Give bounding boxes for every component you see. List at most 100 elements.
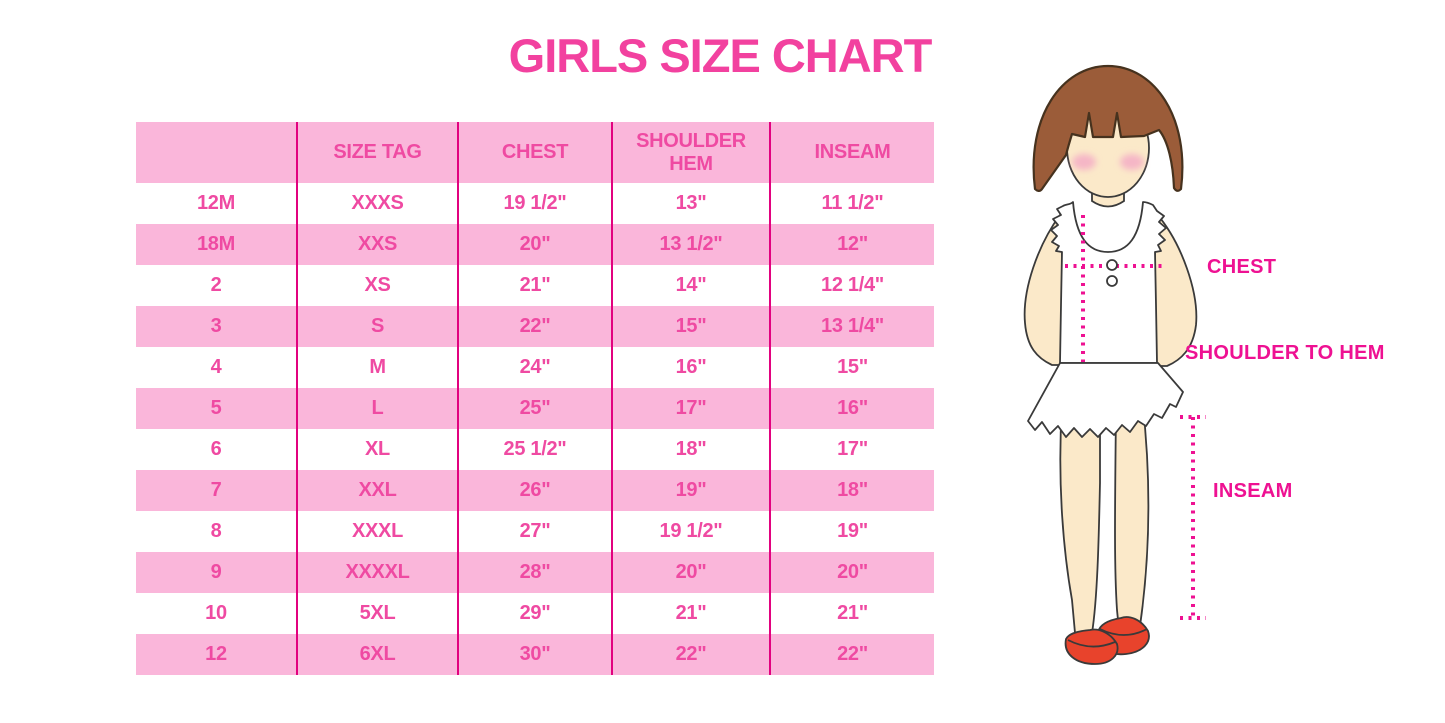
table-cell: XXXL	[296, 511, 458, 552]
table-row: 7 XXL 26" 19" 18"	[136, 470, 934, 511]
table-cell: 18"	[611, 429, 770, 470]
table-cell: 16"	[611, 347, 770, 388]
girl-left-arm	[1023, 214, 1063, 366]
table-row: 6 XL 25 1/2" 18" 17"	[136, 429, 934, 470]
inseam-label: INSEAM	[1213, 480, 1293, 502]
table-cell: 21"	[611, 593, 770, 634]
table-row: 8 XXXL 27" 19 1/2" 19"	[136, 511, 934, 552]
table-cell: 15"	[611, 306, 770, 347]
table-cell: 20"	[457, 224, 612, 265]
table-row: 12M XXXS 19 1/2" 13" 11 1/2"	[136, 183, 934, 224]
girls-size-chart-table: SIZE TAG CHEST SHOULDER HEM INSEAM 12M XX…	[136, 122, 934, 675]
table-cell: 25 1/2"	[457, 429, 612, 470]
table-cell: 21"	[457, 265, 612, 306]
column-header-size-tag: SIZE TAG	[296, 122, 458, 183]
table-cell: 13 1/2"	[611, 224, 770, 265]
table-cell: 21"	[769, 593, 934, 634]
top-button-2	[1106, 275, 1118, 287]
table-cell: 9	[136, 552, 297, 593]
measurement-figure: CHEST SHOULDER TO HEM INSEAM	[980, 55, 1445, 715]
table-cell: 20"	[769, 552, 934, 593]
table-cell: 12 1/4"	[769, 265, 934, 306]
table-cell: 18M	[136, 224, 297, 265]
table-cell: 14"	[611, 265, 770, 306]
table-cell: 17"	[611, 388, 770, 429]
top-button-1	[1106, 259, 1118, 271]
table-cell: 19"	[769, 511, 934, 552]
girl-hair	[1032, 64, 1184, 192]
table-row: 10 5XL 29" 21" 21"	[136, 593, 934, 634]
table-cell: 26"	[457, 470, 612, 511]
table-cell: 7	[136, 470, 297, 511]
table-cell: XXS	[296, 224, 458, 265]
table-row: 12 6XL 30" 22" 22"	[136, 634, 934, 675]
table-cell: 15"	[769, 347, 934, 388]
table-cell: 12	[136, 634, 297, 675]
table-cell: 20"	[611, 552, 770, 593]
table-cell: 12"	[769, 224, 934, 265]
girl-blush-right	[1120, 154, 1144, 170]
column-header-size	[136, 122, 297, 183]
table-cell: 22"	[457, 306, 612, 347]
table-row: 4 M 24" 16" 15"	[136, 347, 934, 388]
table-cell: 2	[210, 274, 222, 296]
table-cell: XS	[296, 265, 458, 306]
table-row: 18M XXS 20" 13 1/2" 12"	[136, 224, 934, 265]
table-cell: 30"	[457, 634, 612, 675]
shoulder-to-hem-label: SHOULDER TO HEM	[1185, 342, 1385, 364]
column-header-inseam: INSEAM	[769, 122, 934, 183]
table-cell: 17"	[769, 429, 934, 470]
girl-skirt	[1027, 362, 1184, 438]
table-cell: 6XL	[296, 634, 458, 675]
table-cell: 22"	[611, 634, 770, 675]
girl-left-leg	[1059, 404, 1101, 634]
table-cell: 25"	[457, 388, 612, 429]
chest-label: CHEST	[1207, 256, 1276, 278]
girl-right-arm	[1154, 212, 1198, 367]
table-cell: 5	[136, 388, 297, 429]
table-cell: 22"	[769, 634, 934, 675]
table-cell: 29"	[457, 593, 612, 634]
girl-shoes	[1064, 616, 1150, 665]
right-shoe-strap	[1099, 628, 1148, 636]
table-cell: 19 1/2"	[457, 183, 612, 224]
table-cell: 12M	[196, 192, 235, 214]
table-cell: 19"	[611, 470, 770, 511]
table-cell: 5XL	[296, 593, 458, 634]
table-cell: 6	[210, 438, 222, 460]
left-shoe-strap	[1067, 639, 1116, 648]
table-cell: XXL	[296, 470, 458, 511]
table-cell: 8	[210, 520, 222, 542]
table-cell: 13"	[611, 183, 770, 224]
table-header-row: SIZE TAG CHEST SHOULDER HEM INSEAM	[136, 122, 934, 183]
table-cell: 27"	[457, 511, 612, 552]
table-row: 3 S 22" 15" 13 1/4"	[136, 306, 934, 347]
table-cell: 4	[210, 356, 222, 378]
girl-right-leg	[1114, 408, 1150, 632]
column-header-chest: CHEST	[457, 122, 612, 183]
table-cell: M	[296, 347, 458, 388]
table-cell: XL	[296, 429, 458, 470]
table-cell: 18"	[769, 470, 934, 511]
table-row: 9 XXXXL 28" 20" 20"	[136, 552, 934, 593]
table-row: 5 L 25" 17" 16"	[136, 388, 934, 429]
table-cell: 19 1/2"	[611, 511, 770, 552]
page-title: GIRLS SIZE CHART	[508, 29, 933, 82]
size-table-body: 12M XXXS 19 1/2" 13" 11 1/2" 18M XXS 20" 13 1/2"…	[136, 183, 934, 675]
table-cell: 10	[205, 602, 227, 624]
table-cell: XXXS	[296, 183, 458, 224]
table-cell: 24"	[457, 347, 612, 388]
table-row: 2 XS 21" 14" 12 1/4"	[136, 265, 934, 306]
girl-blush-left	[1072, 154, 1096, 170]
table-cell: XXXXL	[296, 552, 458, 593]
table-cell: S	[296, 306, 458, 347]
girl-measurement-illustration: CHEST SHOULDER TO HEM INSEAM	[1023, 64, 1385, 665]
table-cell: L	[296, 388, 458, 429]
table-cell: 28"	[457, 552, 612, 593]
table-cell: 16"	[769, 388, 934, 429]
table-cell: 13 1/4"	[769, 306, 934, 347]
table-cell: 11 1/2"	[769, 183, 934, 224]
column-header-shoulder-hem: SHOULDER HEM	[611, 122, 770, 183]
table-cell: 3	[136, 306, 297, 347]
